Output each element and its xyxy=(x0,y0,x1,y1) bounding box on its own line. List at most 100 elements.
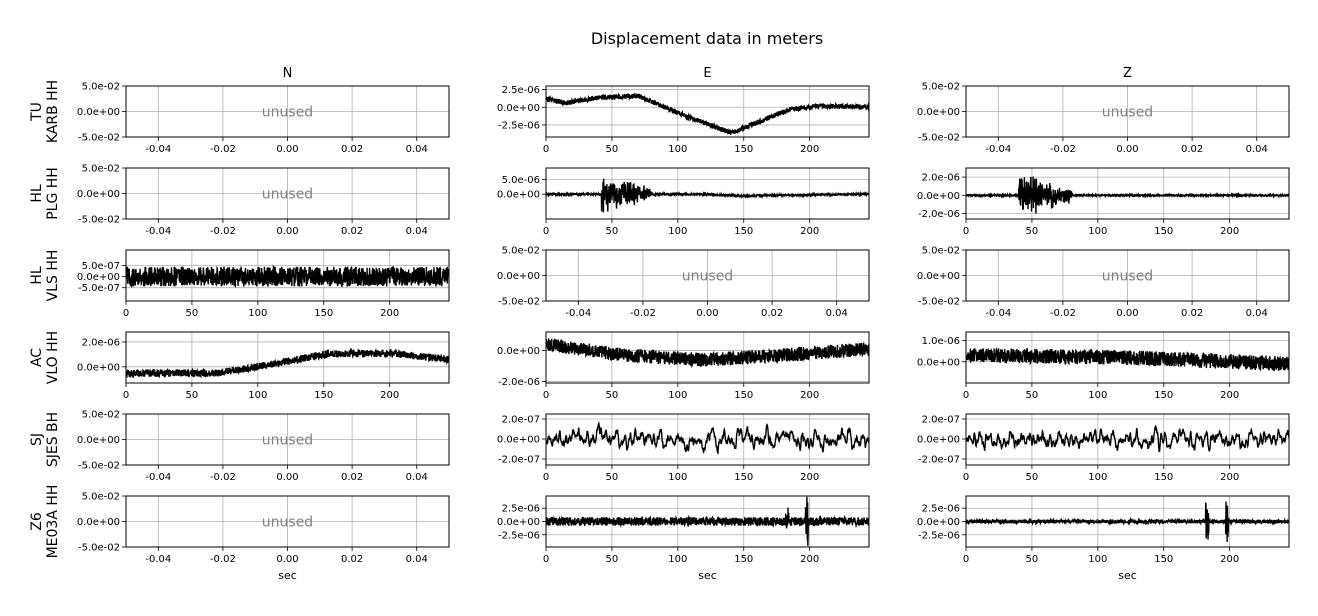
x-tick-label: 200 xyxy=(1220,390,1239,401)
y-tick-label: -5.0e-02 xyxy=(78,215,120,226)
y-tick-label: 0.0e+00 xyxy=(917,271,960,282)
x-tick-label: 50 xyxy=(606,144,619,155)
axes-frame xyxy=(125,249,450,302)
panel-hl-n: unused -0.04 -0.02 0.00 0.02 0.04 5.0e-02 0.0e+… xyxy=(77,164,450,237)
x-tick-label: 0 xyxy=(963,226,969,237)
axes-frame xyxy=(125,331,450,384)
x-tick-label: 100 xyxy=(1088,472,1107,483)
panel-sj-n: unused -0.04 -0.02 0.00 0.02 0.04 5.0e-02 0.0e+… xyxy=(77,410,450,483)
waveform-trace xyxy=(126,347,449,379)
y-tick-label: -5.0e-02 xyxy=(78,461,120,472)
row-label: TU KARB HH xyxy=(29,80,61,143)
waveform-trace xyxy=(546,496,869,546)
waveform-trace xyxy=(966,501,1289,542)
x-tick-label: 200 xyxy=(800,144,819,155)
x-tick-label: 50 xyxy=(186,308,199,319)
y-tick-label: 0.0e+00 xyxy=(497,271,540,282)
axes-frame xyxy=(965,331,1290,384)
x-tick-label: -0.04 xyxy=(985,308,1011,319)
x-tick-label: -0.04 xyxy=(985,144,1011,155)
x-tick-label: 150 xyxy=(1154,472,1173,483)
x-tick-label: 0.04 xyxy=(406,226,428,237)
unused-label: unused xyxy=(262,105,313,121)
x-tick-label: 0 xyxy=(963,554,969,565)
x-tick-label: 0.02 xyxy=(341,226,363,237)
x-tick-label: 100 xyxy=(668,226,687,237)
unused-label: unused xyxy=(262,515,313,531)
x-tick-label: -0.02 xyxy=(1050,308,1076,319)
panel-sj-e: 0 50 100 150 200 2.0e-07 0.0e+00 -2.0e-07 xyxy=(497,413,870,483)
y-tick-label: 0.0e+00 xyxy=(497,435,540,446)
x-tick-label: 100 xyxy=(1088,554,1107,565)
x-tick-label: 100 xyxy=(668,472,687,483)
x-axis-labels: sec sec sec xyxy=(278,569,1137,582)
row-network-label: TU xyxy=(29,102,45,122)
unused-label: unused xyxy=(262,433,313,449)
waveform-trace xyxy=(546,420,869,455)
x-tick-label: 100 xyxy=(668,144,687,155)
x-tick-label: 0.02 xyxy=(1181,308,1203,319)
x-tick-label: 200 xyxy=(380,308,399,319)
x-tick-label: -0.02 xyxy=(210,226,236,237)
waveform-trace xyxy=(966,347,1289,372)
y-tick-label: 2.5e-06 xyxy=(502,85,540,96)
y-tick-label: -2.0e-06 xyxy=(918,209,960,220)
panel-z6-z: 0 50 100 150 200 2.5e-06 0.0e+00 -2.5e-06 xyxy=(917,495,1290,565)
axes-frame xyxy=(545,167,870,220)
panel-tu-n: unused -0.04 -0.02 0.00 0.02 0.04 5.0e-02 0.0e+… xyxy=(77,82,450,155)
panel-hl-e: unused -0.04 -0.02 0.00 0.02 0.04 5.0e-02 0.0e+… xyxy=(497,246,870,319)
row-network-label: HL xyxy=(29,184,45,203)
grid xyxy=(546,86,869,137)
x-tick-label: 0.04 xyxy=(406,472,428,483)
x-tick-label: 50 xyxy=(606,554,619,565)
seismogram-panels: unused -0.04 -0.02 0.00 0.02 0.04 5.0e-02 0.0e+… xyxy=(77,82,1290,565)
x-tick-label: 150 xyxy=(1154,226,1173,237)
y-tick-label: 5.0e-07 xyxy=(82,261,120,272)
x-tick-label: 50 xyxy=(606,390,619,401)
x-axis-label: sec xyxy=(278,569,297,582)
y-tick-label: 0.0e+00 xyxy=(917,191,960,202)
panel-tu-z: unused -0.04 -0.02 0.00 0.02 0.04 5.0e-02 0.0e+… xyxy=(917,82,1290,155)
x-tick-label: 0 xyxy=(543,144,549,155)
x-tick-label: 100 xyxy=(1088,226,1107,237)
waveform-trace xyxy=(546,178,869,213)
x-tick-label: -0.02 xyxy=(210,144,236,155)
y-tick-label: 5.0e-02 xyxy=(922,246,960,257)
x-tick-label: -0.04 xyxy=(145,144,171,155)
x-tick-label: -0.02 xyxy=(1050,144,1076,155)
x-tick-label: 50 xyxy=(1026,554,1039,565)
x-tick-label: 100 xyxy=(668,554,687,565)
unused-label: unused xyxy=(262,187,313,203)
x-tick-label: 0.02 xyxy=(341,472,363,483)
x-tick-label: 100 xyxy=(668,390,687,401)
x-tick-label: 100 xyxy=(248,390,267,401)
x-tick-label: 0 xyxy=(543,226,549,237)
y-tick-label: 0.0e+00 xyxy=(77,107,120,118)
y-tick-label: 0.0e+00 xyxy=(917,517,960,528)
y-tick-label: -2.5e-06 xyxy=(498,530,540,541)
panel-hl-n: 0 50 100 150 200 5.0e-070.0e+00-5.0e-07 xyxy=(77,249,450,319)
waveform-trace xyxy=(546,338,869,369)
x-tick-label: 150 xyxy=(734,390,753,401)
y-tick-label: -5.0e-02 xyxy=(918,297,960,308)
y-tick-label: 0.0e+00 xyxy=(917,107,960,118)
x-tick-label: 0 xyxy=(123,390,129,401)
row-network-label: SJ xyxy=(29,433,45,446)
x-tick-label: 50 xyxy=(186,390,199,401)
x-tick-label: -0.02 xyxy=(630,308,656,319)
x-tick-label: 100 xyxy=(1088,390,1107,401)
x-tick-label: 50 xyxy=(1026,472,1039,483)
y-tick-label: 2.0e-06 xyxy=(82,337,120,348)
y-tick-label: -5.0e-02 xyxy=(78,133,120,144)
axes-frame xyxy=(965,413,1290,466)
x-tick-label: 0 xyxy=(963,390,969,401)
waveform-trace xyxy=(126,264,449,289)
row-station-label: VLS HH xyxy=(45,250,61,302)
x-tick-label: 200 xyxy=(1220,472,1239,483)
panel-hl-z: 0 50 100 150 200 2.0e-06 0.0e+00 -2.0e-06 xyxy=(917,167,1290,237)
column-title-z: Z xyxy=(1123,66,1132,81)
x-tick-label: 0.00 xyxy=(696,308,718,319)
